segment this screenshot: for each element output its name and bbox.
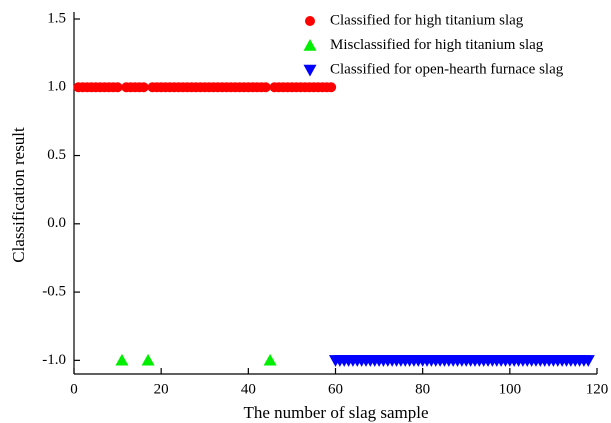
legend-marker (305, 16, 315, 26)
point (112, 82, 123, 93)
y-tick-label: 1.0 (47, 79, 66, 95)
point (581, 355, 595, 367)
y-tick-label: 1.5 (47, 10, 66, 26)
y-tick-label: 0.0 (47, 215, 66, 231)
point (260, 82, 271, 93)
legend-marker (303, 64, 317, 77)
legend-label: Classified for open-hearth furnace slag (330, 61, 564, 77)
y-tick-label: 0.5 (47, 147, 66, 163)
x-axis-label: The number of slag sample (243, 403, 428, 422)
point (263, 353, 277, 366)
x-tick-label: 60 (328, 381, 343, 397)
x-tick-label: 20 (154, 381, 169, 397)
point (141, 353, 155, 366)
x-tick-label: 80 (415, 381, 430, 397)
point (138, 82, 149, 93)
point (115, 353, 129, 366)
x-tick-label: 120 (586, 381, 609, 397)
y-axis-label: Classification result (9, 127, 28, 263)
x-tick-label: 40 (241, 381, 256, 397)
point (326, 82, 337, 93)
legend-marker (303, 39, 317, 51)
y-tick-label: -1.0 (42, 352, 66, 368)
legend-label: Classified for high titanium slag (330, 12, 524, 28)
legend-label: Misclassified for high titanium slag (330, 37, 544, 53)
y-tick-label: -0.5 (42, 284, 66, 300)
x-tick-label: 100 (499, 381, 522, 397)
x-tick-label: 0 (70, 381, 78, 397)
